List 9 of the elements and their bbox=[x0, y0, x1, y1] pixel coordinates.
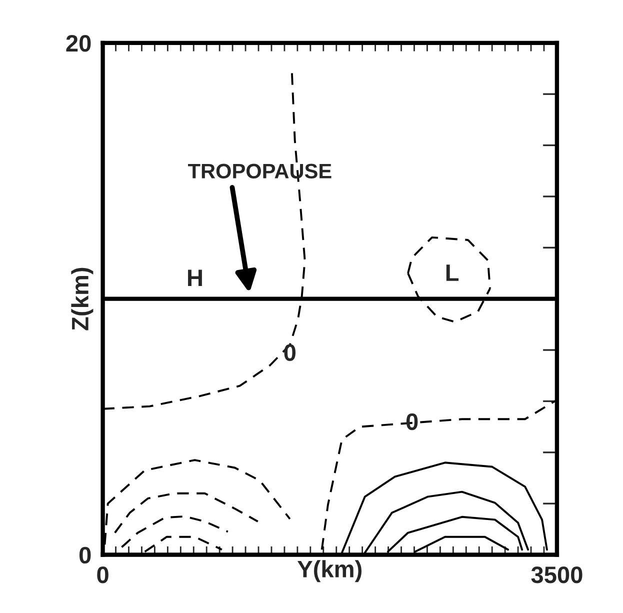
annotation: 0 bbox=[406, 413, 418, 430]
x-tick-label: 3500 bbox=[531, 566, 582, 584]
y-tick-label: 20 bbox=[66, 34, 91, 52]
annotation: L bbox=[446, 264, 459, 281]
annotation: 0 bbox=[284, 344, 296, 361]
annotation: H bbox=[188, 270, 202, 286]
x-axis-title: Y(km) bbox=[297, 560, 362, 582]
annotation: TROPOPAUSE bbox=[188, 164, 332, 179]
y-axis-title: Z(km) bbox=[71, 268, 94, 330]
